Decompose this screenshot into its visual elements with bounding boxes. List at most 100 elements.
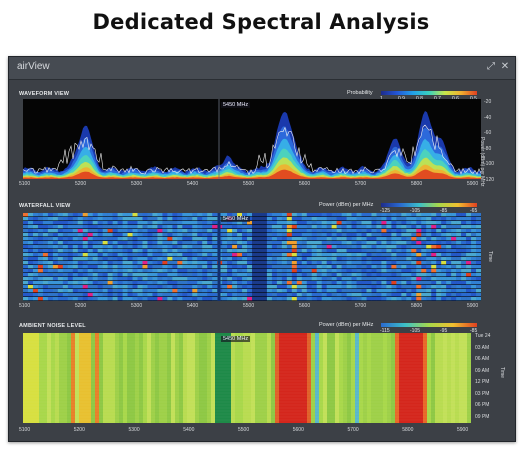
waterfall-cell: [451, 265, 457, 269]
waterfall-cell: [162, 237, 168, 241]
waterfall-cell: [356, 249, 362, 253]
waterfall-cell: [316, 237, 322, 241]
waterfall-cell: [321, 245, 327, 249]
waterfall-cell: [152, 217, 158, 221]
waterfall-legend-title: Power (dBm) per MHz: [319, 202, 374, 208]
waterfall-cell: [227, 289, 233, 293]
waterfall-cell: [316, 245, 322, 249]
waterfall-cell: [207, 277, 213, 281]
waterfall-cell: [102, 245, 108, 249]
waterfall-cell: [456, 257, 462, 261]
waterfall-cell: [127, 253, 133, 257]
waterfall-cell: [376, 289, 382, 293]
waterfall-cell: [301, 257, 308, 261]
waterfall-cell: [87, 217, 93, 221]
waterfall-cell: [366, 277, 372, 281]
waterfall-cell: [87, 289, 93, 293]
close-icon[interactable]: ✕: [500, 61, 510, 72]
waterfall-cell: [466, 229, 472, 233]
waterfall-cell: [162, 277, 168, 281]
waterfall-cell: [386, 241, 392, 245]
waterfall-cell: [431, 217, 437, 221]
waterfall-cell: [207, 217, 213, 221]
waterfall-cell: [97, 245, 103, 249]
waterfall-cell: [291, 265, 298, 269]
waterfall-cell: [306, 257, 313, 261]
waterfall-cell: [476, 281, 481, 285]
waterfall-cell: [366, 253, 372, 257]
waterfall-cell: [77, 269, 84, 273]
ambient-plot[interactable]: 5450 MHz: [23, 333, 471, 423]
waterfall-cell: [162, 281, 168, 285]
waterfall-cell: [87, 241, 93, 245]
waterfall-cell: [416, 221, 422, 225]
waterfall-cell: [446, 297, 452, 301]
waterfall-cell: [62, 221, 69, 225]
waterfall-cell: [431, 265, 437, 269]
ambient-column: [159, 333, 164, 423]
waterfall-cell: [77, 221, 84, 225]
waterfall-cell: [396, 249, 402, 253]
waterfall-cell: [386, 281, 392, 285]
waterfall-cell: [232, 265, 238, 269]
waterfall-cell: [361, 237, 367, 241]
expand-icon[interactable]: ⤢: [487, 61, 495, 72]
waterfall-cell: [132, 265, 138, 269]
waterfall-cell: [466, 213, 472, 217]
waterfall-cell: [391, 237, 397, 241]
waterfall-cell: [446, 273, 452, 277]
waterfall-cell: [192, 221, 198, 225]
waterfall-cell: [311, 285, 318, 289]
waterfall-cell: [67, 237, 74, 241]
waterfall-cell: [107, 289, 113, 293]
waterfall-cell: [37, 293, 44, 297]
waterfall-cell: [451, 233, 457, 237]
waterfall-cell: [77, 289, 84, 293]
waterfall-cell: [112, 277, 118, 281]
window-title: airView: [17, 61, 50, 72]
waterfall-cell: [361, 289, 367, 293]
waterfall-plot[interactable]: 5450 MHz: [23, 213, 481, 301]
waterfall-cell: [62, 281, 69, 285]
waterfall-cell: [242, 297, 248, 301]
waterfall-cell: [346, 273, 352, 277]
waterfall-cell: [361, 261, 367, 265]
waterfall-cell: [446, 217, 452, 221]
waterfall-cell: [97, 257, 103, 261]
waterfall-cell: [232, 237, 238, 241]
waterfall-cell: [466, 241, 472, 245]
waterfall-cell: [117, 249, 123, 253]
waterfall-cell: [67, 293, 74, 297]
waterfall-cell: [281, 269, 288, 273]
waterfall-cell: [32, 297, 39, 301]
waterfall-cell: [67, 225, 74, 229]
waterfall-cell: [192, 245, 198, 249]
waterfall-cell: [162, 229, 168, 233]
waveform-plot[interactable]: 5450 MHz: [23, 99, 481, 179]
waterfall-cell: [461, 273, 467, 277]
waterfall-cell: [411, 233, 417, 237]
waterfall-cell: [32, 269, 39, 273]
waterfall-cell: [406, 253, 412, 257]
waterfall-cell: [242, 277, 248, 281]
waterfall-cell: [411, 281, 417, 285]
waterfall-cell: [202, 213, 208, 217]
waterfall-cell: [157, 245, 163, 249]
waterfall-cell: [381, 249, 387, 253]
waterfall-cell: [301, 269, 308, 273]
waterfall-cell: [271, 241, 278, 245]
waterfall-cell: [461, 237, 467, 241]
waterfall-cell: [391, 213, 397, 217]
waterfall-cell: [52, 293, 59, 297]
waterfall-cell: [92, 249, 98, 253]
waterfall-cell: [396, 237, 402, 241]
waterfall-cell: [266, 265, 273, 269]
waterfall-cell: [237, 261, 243, 265]
waterfall-cell: [431, 261, 437, 265]
waterfall-cell: [152, 229, 158, 233]
waterfall-cell: [326, 249, 332, 253]
waterfall-cell: [351, 273, 357, 277]
waterfall-cell: [152, 253, 158, 257]
waterfall-cell: [52, 265, 59, 269]
waterfall-cell: [237, 221, 243, 225]
